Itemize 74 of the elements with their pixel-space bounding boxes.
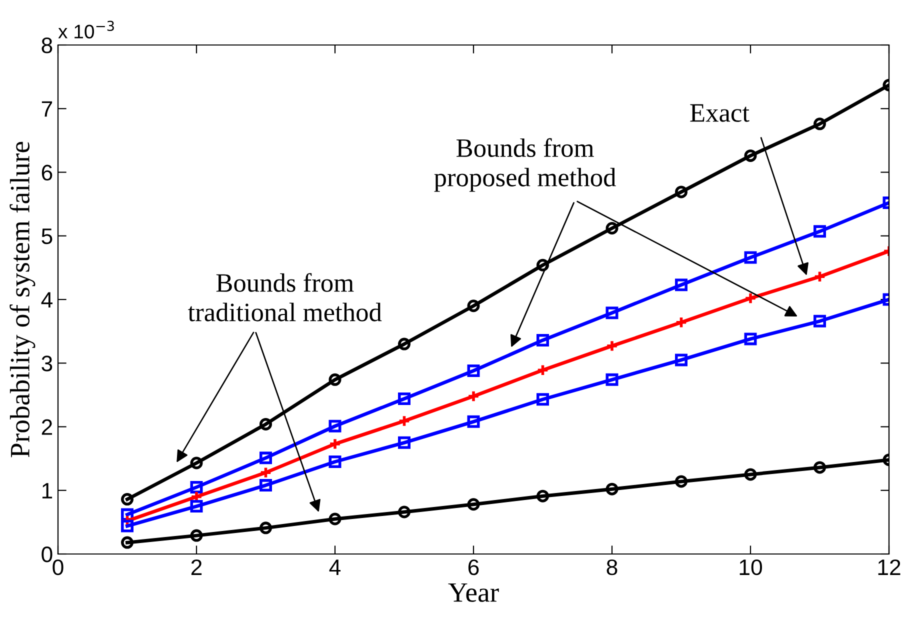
x-tick-label: 10 (740, 559, 762, 576)
y-tick-label: 3 (42, 356, 52, 372)
x-tick-label: 2 (191, 559, 202, 575)
point (606, 222, 618, 234)
point (398, 338, 410, 350)
x-tick-label: 8 (606, 559, 618, 576)
y-tick-label: 2 (42, 419, 52, 435)
point (328, 512, 342, 526)
point (744, 292, 757, 304)
x-axis-title: Year (448, 583, 499, 602)
point (467, 415, 480, 428)
point (675, 354, 688, 366)
x-tick-label: 0 (52, 559, 64, 576)
point (814, 118, 826, 130)
point (190, 456, 203, 470)
point (606, 340, 618, 352)
point (398, 436, 410, 449)
point (744, 332, 757, 346)
point (814, 225, 826, 238)
point (536, 258, 549, 272)
x-tick-label: 4 (329, 560, 341, 575)
point (328, 420, 342, 432)
point (744, 251, 757, 264)
text: x 10$^{−3}$ (58, 20, 114, 38)
y-tick-label: 0 (42, 546, 52, 562)
point (744, 149, 757, 162)
point (121, 536, 134, 549)
point (328, 455, 342, 468)
point (190, 500, 203, 513)
point (675, 475, 688, 488)
point (814, 461, 826, 474)
point (536, 334, 549, 346)
point (121, 493, 134, 506)
annotation: Exact (690, 104, 750, 122)
point (260, 466, 272, 479)
y-tick-label: 5 (42, 228, 52, 244)
point (536, 490, 549, 502)
y-tick-label: 7 (42, 101, 52, 117)
point (190, 529, 203, 542)
point (398, 414, 410, 428)
x-tick-label: 6 (468, 559, 479, 576)
x-tick-label: 12 (878, 559, 900, 575)
point (675, 316, 688, 329)
point (398, 392, 410, 406)
y-axis-title: Probability of system failure (10, 142, 36, 458)
point (260, 418, 272, 430)
y-tick-label: 8 (42, 38, 52, 54)
point (606, 306, 618, 320)
annotation: Bounds from proposed method (434, 138, 616, 192)
point (260, 452, 272, 464)
point (260, 522, 272, 534)
point (260, 479, 272, 492)
point (121, 520, 134, 532)
point (467, 498, 480, 511)
point (328, 373, 342, 386)
point (398, 506, 410, 518)
point (536, 393, 549, 406)
point (675, 186, 688, 198)
y-tick-label: 4 (41, 292, 52, 308)
point (744, 468, 757, 481)
point (814, 270, 826, 283)
annotation: Bounds from traditional method (188, 273, 382, 322)
y-tick-label: 1 (42, 483, 52, 498)
point (467, 364, 480, 378)
point (675, 278, 688, 292)
y-tick-label: 6 (42, 164, 52, 181)
point (328, 438, 342, 450)
point (467, 300, 480, 312)
point (536, 364, 549, 376)
point (190, 480, 203, 494)
point (606, 373, 618, 386)
point (606, 482, 618, 496)
point (814, 314, 826, 328)
point (467, 390, 480, 402)
